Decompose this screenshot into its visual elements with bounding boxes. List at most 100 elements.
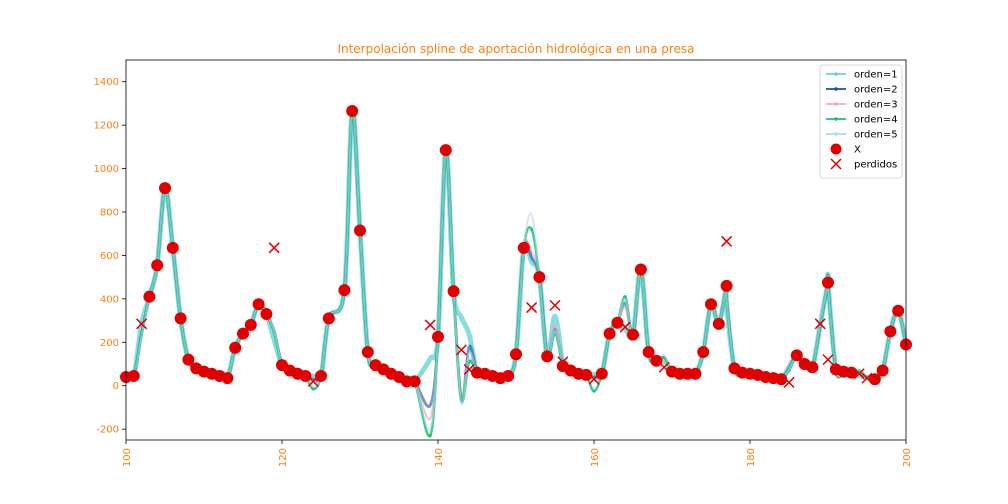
observed-point [603, 327, 616, 340]
observed-point [354, 224, 366, 237]
missing-point [588, 373, 600, 385]
observed-point [361, 346, 374, 359]
observed-point [299, 369, 312, 382]
legend-marker-orden-3 [834, 102, 838, 106]
observed-point [541, 350, 554, 363]
observed-point [884, 325, 897, 338]
missing-cross-stroke [557, 356, 569, 368]
series-point-orden-4 [592, 389, 596, 393]
observed-point [237, 327, 249, 340]
observed-point [611, 316, 624, 329]
y-tick-label: 1200 [94, 121, 119, 132]
missing-point [549, 299, 561, 311]
observed-point [346, 105, 359, 118]
observed-point [182, 353, 195, 366]
observed-point [533, 271, 546, 284]
missing-point [861, 372, 873, 384]
y-tick-label: 200 [100, 338, 119, 349]
missing-point [814, 318, 826, 330]
x-tick-label: 180 [746, 448, 757, 467]
legend-marker-orden-4 [834, 117, 838, 121]
y-tick-label: 1000 [94, 164, 119, 175]
missing-cross-stroke [136, 318, 148, 330]
missing-point [463, 363, 475, 375]
plot-area: 100 120 140 160 180 200 -200 0 200 400 600 800 1000 1… [94, 77, 913, 467]
y-tick-label: 1400 [94, 77, 119, 88]
observed-point [634, 263, 647, 276]
legend-label-orden-3: orden=3 [854, 100, 898, 111]
x-tick-label: 140 [434, 448, 445, 467]
observed-point [143, 290, 156, 303]
observed-point [159, 182, 171, 195]
legend-cross-stroke [830, 158, 842, 170]
series-point-orden-4 [428, 434, 432, 438]
missing-point [268, 242, 280, 254]
observed-point [775, 373, 788, 386]
y-tick-label: 0 [113, 381, 119, 392]
observed-point [244, 318, 257, 331]
observed-point [650, 354, 663, 367]
missing-cross-stroke [463, 363, 475, 375]
legend: orden=1 orden=2 orden=3 orden=4 orden=5 Xperd… [819, 64, 903, 179]
y-tick-label: 400 [100, 294, 119, 305]
missing-point [783, 376, 795, 388]
missing-point [455, 344, 467, 356]
x-tick-label: 120 [278, 448, 289, 467]
legend-marker-perdidos [830, 158, 842, 170]
series-point-orden-4 [530, 227, 534, 231]
missing-cross-stroke [721, 235, 733, 247]
missing-cross-stroke [853, 368, 865, 380]
observed-point [876, 364, 889, 377]
missing-cross-stroke [549, 299, 561, 311]
observed-point [517, 241, 530, 254]
legend-label-x: X [854, 145, 861, 156]
observed-point [408, 375, 421, 388]
observed-point [720, 279, 733, 292]
observed-point [166, 241, 179, 254]
y-tick-label: 600 [100, 251, 119, 262]
missing-point [853, 368, 865, 380]
missing-point [307, 375, 319, 387]
observed-point [502, 369, 515, 382]
observed-point [712, 317, 725, 330]
missing-cross-stroke [526, 302, 538, 314]
observed-point [705, 298, 717, 311]
missing-cross-stroke [658, 361, 670, 373]
observed-point [127, 369, 140, 382]
observed-point [260, 308, 273, 321]
missing-cross-stroke [861, 372, 873, 384]
legend-label-orden-4: orden=4 [854, 115, 898, 126]
observed-point [697, 346, 710, 359]
missing-cross-stroke [268, 242, 280, 254]
observed-point [252, 298, 265, 311]
series-point-orden-4 [311, 387, 315, 391]
legend-label-orden-1: orden=1 [854, 70, 898, 81]
observed-point [221, 372, 234, 385]
observed-point [580, 368, 593, 381]
legend-marker-orden-2 [834, 87, 838, 91]
missing-cross-stroke [814, 318, 826, 330]
x-tick-label: 200 [902, 448, 913, 467]
x-tick-label: 160 [590, 448, 601, 467]
missing-cross-stroke [588, 373, 600, 385]
missing-point [658, 361, 670, 373]
legend-label-perdidos: perdidos [854, 160, 897, 171]
observed-point [642, 346, 655, 359]
observed-point [689, 367, 702, 380]
axes-frame [125, 59, 907, 441]
observed-point [595, 367, 608, 380]
legend-label-orden-5: orden=5 [854, 130, 898, 141]
observed-point [806, 361, 819, 374]
series-point-orden-4 [623, 295, 627, 299]
legend-marker-x [830, 143, 842, 155]
observed-point [322, 312, 335, 325]
missing-point [136, 318, 148, 330]
observed-point [439, 144, 452, 157]
missing-point [822, 354, 834, 366]
observed-point [892, 304, 905, 317]
missing-cross-stroke [822, 354, 834, 366]
missing-point [721, 235, 733, 247]
chart-title: Interpolación spline de aportación hidro… [337, 42, 694, 56]
missing-cross-stroke [455, 344, 467, 356]
